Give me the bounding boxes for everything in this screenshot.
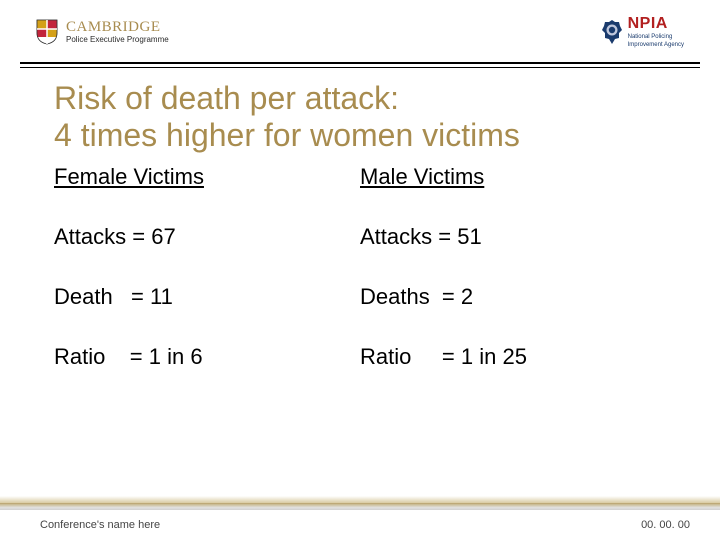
npia-subline-1: National Policing xyxy=(628,34,684,40)
data-table: Female Victims Male Victims Attacks = 67… xyxy=(0,164,720,370)
cell-female-deaths: Death = 11 xyxy=(54,284,360,310)
footer-bar: Conference's name here 00. 00. 00 xyxy=(0,510,720,540)
header-bar: CAMBRIDGE Police Executive Programme NPI… xyxy=(0,0,720,62)
cell-female-header: Female Victims xyxy=(54,164,360,190)
cell-female-ratio: Ratio = 1 in 6 xyxy=(54,344,360,370)
cell-female-attacks: Attacks = 67 xyxy=(54,224,360,250)
cell-male-header: Male Victims xyxy=(360,164,666,190)
table-row: Attacks = 67 Attacks = 51 xyxy=(54,224,666,250)
npia-wordmark: NPIA xyxy=(628,16,684,32)
npia-logo: NPIA National Policing Improvement Agenc… xyxy=(602,16,684,48)
cell-male-attacks: Attacks = 51 xyxy=(360,224,666,250)
footer-band-bottom xyxy=(0,503,720,510)
table-row: Female Victims Male Victims xyxy=(54,164,666,190)
cambridge-logo: CAMBRIDGE Police Executive Programme xyxy=(36,19,169,45)
npia-badge-icon xyxy=(602,20,622,44)
title-line-2: 4 times higher for women victims xyxy=(54,117,520,153)
cell-male-deaths: Deaths = 2 xyxy=(360,284,666,310)
footer-right-text: 00. 00. 00 xyxy=(641,519,690,531)
footer-left-text: Conference's name here xyxy=(40,519,160,531)
npia-subline-2: Improvement Agency xyxy=(628,42,684,48)
divider-thick xyxy=(20,62,700,64)
footer: Conference's name here 00. 00. 00 xyxy=(0,496,720,540)
title-line-1: Risk of death per attack: xyxy=(54,80,399,116)
cambridge-subline: Police Executive Programme xyxy=(66,36,169,44)
table-row: Death = 11 Deaths = 2 xyxy=(54,284,666,310)
cambridge-wordmark: CAMBRIDGE xyxy=(66,20,169,35)
cambridge-shield-icon xyxy=(36,19,58,45)
table-row: Ratio = 1 in 6 Ratio = 1 in 25 xyxy=(54,344,666,370)
slide-title: Risk of death per attack: 4 times higher… xyxy=(0,68,720,164)
cell-male-ratio: Ratio = 1 in 25 xyxy=(360,344,666,370)
footer-band-top xyxy=(0,496,720,503)
